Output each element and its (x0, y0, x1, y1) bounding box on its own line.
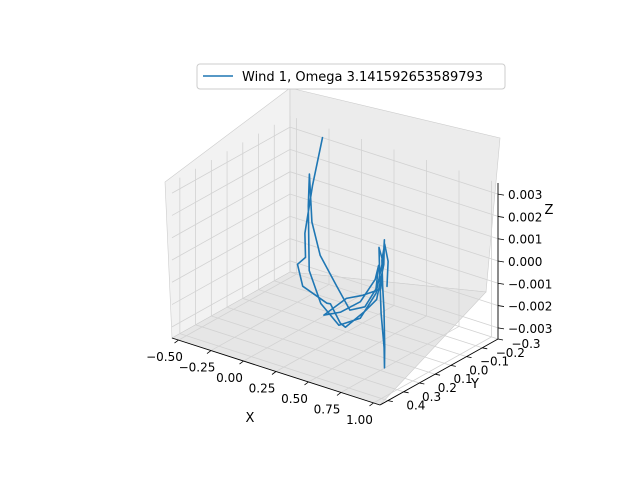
x-tick-label: 0.75 (314, 402, 341, 416)
y-tick-label: 0.4 (406, 399, 425, 413)
axes: −0.50−0.250.000.250.500.751.00−0.3−0.2−0… (146, 183, 552, 427)
y-grid-line (226, 151, 436, 375)
z-tick-label: 0.003 (508, 188, 542, 202)
x-tick-mark (206, 350, 212, 354)
x-tick-mark (239, 360, 244, 365)
z-tick-label: 0.000 (508, 255, 542, 269)
y-tick-label: 0.0 (469, 363, 488, 377)
x-tick-label: 0.50 (281, 392, 308, 406)
y-tick-mark (450, 365, 456, 367)
x-tick-label: 0.00 (216, 371, 243, 385)
back-pane-right (289, 87, 501, 293)
y-tick-mark (403, 391, 409, 394)
x-tick-label: −0.25 (179, 361, 216, 375)
x-tick-label: 1.00 (346, 413, 373, 427)
z-grid-line (171, 148, 499, 217)
y-tick-label: 0.3 (422, 390, 441, 404)
y-tick-label: −0.3 (511, 337, 540, 351)
z-grid-line (171, 238, 499, 306)
data-series (296, 136, 389, 369)
legend-box (196, 63, 506, 90)
z-tick-label: −0.001 (508, 277, 552, 291)
x-tick-label: −0.50 (146, 350, 183, 364)
z-tick-mark (497, 216, 505, 218)
y-tick-label: −0.1 (480, 355, 509, 369)
y-tick-mark (497, 338, 504, 341)
y-tick-mark (482, 347, 488, 350)
y-axis-label: Y (470, 377, 479, 392)
z-tick-mark (497, 238, 505, 241)
z-grid-line (171, 193, 499, 262)
grid-lines (171, 116, 499, 404)
z-tick-label: 0.002 (508, 210, 542, 224)
z-axis-label: Z (545, 203, 554, 218)
z-grid-line (171, 260, 499, 329)
z-tick-label: 0.001 (508, 233, 542, 247)
y-axis-line (379, 338, 499, 406)
y-tick-mark (466, 356, 472, 358)
y-tick-mark (419, 382, 425, 385)
z-tick-mark (497, 282, 505, 285)
z-tick-mark (497, 193, 505, 196)
y-tick-label: −0.2 (496, 346, 525, 360)
z-grid-line (171, 126, 499, 195)
y-tick-mark (387, 400, 393, 402)
z-grid-line (171, 171, 499, 240)
x-tick-mark (174, 339, 179, 344)
legend-entry: Wind 1, Omega 3.141592653589793 (242, 70, 483, 85)
y-grid-line (195, 168, 404, 393)
x-tick-mark (336, 392, 342, 396)
y-grid-line (258, 133, 467, 357)
y-grid-line (179, 177, 388, 401)
y-grid-line (242, 142, 451, 366)
y-tick-label: 0.1 (454, 372, 473, 386)
y-grid-line (210, 160, 420, 384)
x-tick-mark (271, 371, 277, 375)
z-tick-mark (497, 260, 505, 263)
x-tick-label: 0.25 (249, 382, 276, 396)
legend: Wind 1, Omega 3.141592653589793 (196, 63, 506, 90)
z-tick-mark (497, 327, 505, 330)
x-axis-line (171, 337, 381, 406)
x-axis-label: X (246, 411, 255, 426)
y-grid-line (273, 124, 483, 349)
series-line (296, 136, 389, 369)
y-tick-mark (434, 373, 441, 376)
x-tick-mark (369, 402, 374, 407)
z-tick-mark (497, 305, 505, 307)
y-tick-label: 0.2 (438, 381, 457, 395)
y-grid-line (289, 116, 499, 340)
z-grid-line (171, 215, 499, 284)
z-tick-label: −0.003 (508, 322, 552, 336)
z-tick-label: −0.002 (508, 300, 552, 314)
x-tick-mark (304, 381, 309, 386)
